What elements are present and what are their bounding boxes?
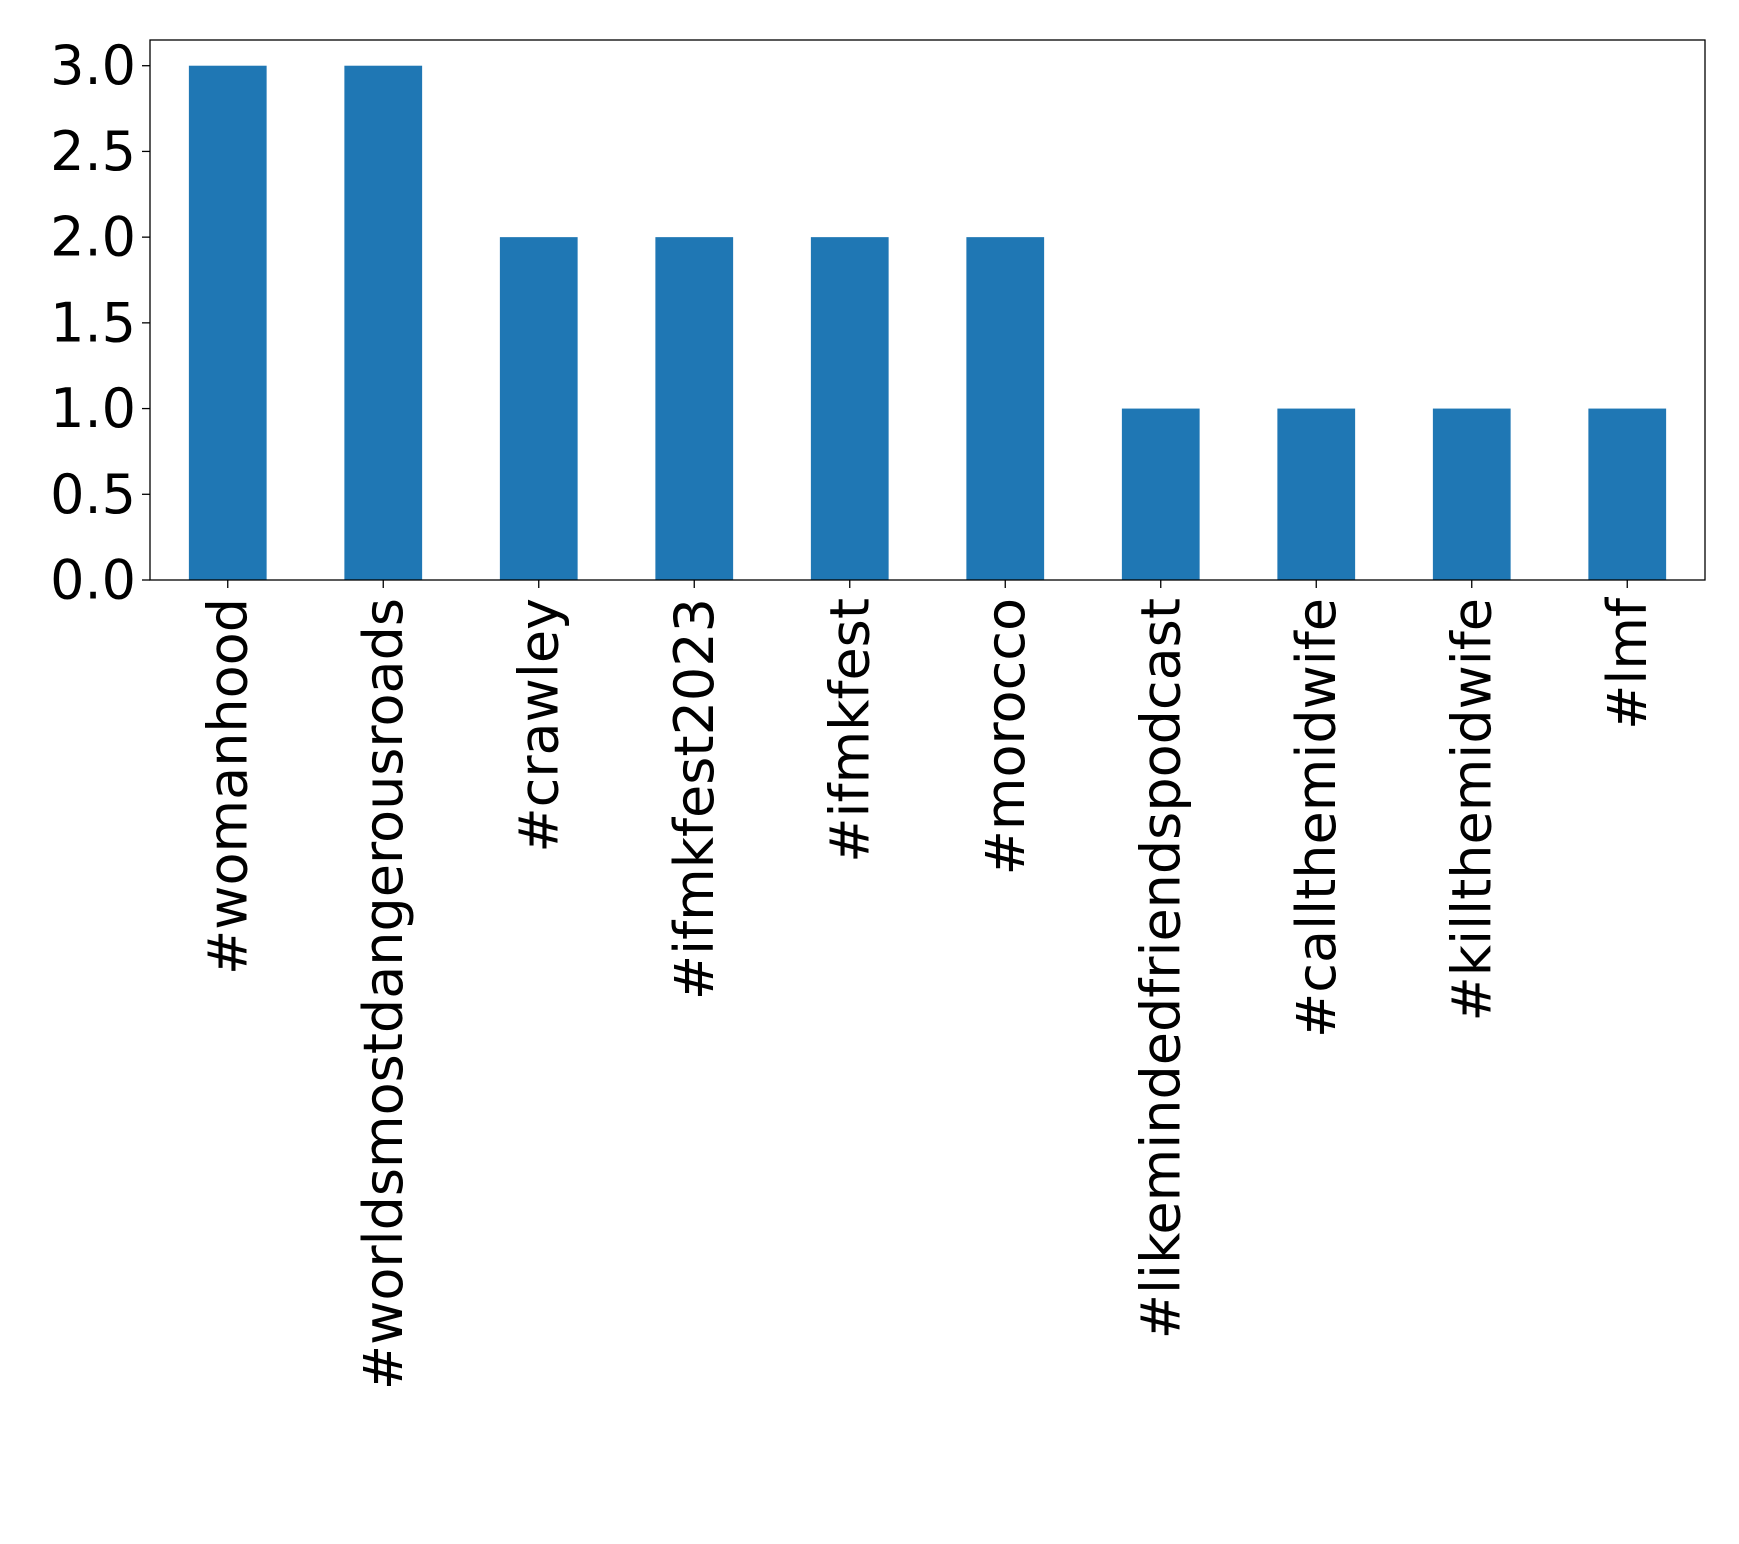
bar-7	[1277, 408, 1356, 580]
y-tick-label: 1.5	[50, 291, 136, 354]
y-tick-label: 2.5	[50, 120, 136, 183]
axes-layer	[149, 39, 1706, 581]
y-axis-ticks: 0.0 0.5 1.0 1.5 2.0 2.5 3.0	[50, 34, 150, 612]
bar-8	[1432, 408, 1511, 580]
x-tick-label: #worldsmostdangerousroads	[352, 598, 415, 1390]
bar-6	[1121, 408, 1200, 580]
bar-0	[188, 65, 267, 580]
x-tick-label: #likemindedfriendspodcast	[1129, 598, 1192, 1339]
x-tick-label: #womanhood	[196, 598, 259, 975]
bar-1	[344, 65, 423, 580]
x-tick-label: #killthemidwife	[1440, 598, 1503, 1021]
bar-2	[499, 237, 578, 580]
bar-3	[655, 237, 734, 580]
x-tick-label: #crawley	[507, 598, 570, 853]
bar-4	[810, 237, 889, 580]
y-tick-label: 0.5	[50, 463, 136, 526]
x-axis-ticks: #womanhood #worldsmostdangerousroads #craw…	[196, 580, 1659, 1390]
x-tick-label: #ifmkfest2023	[663, 598, 726, 1000]
y-tick-label: 2.0	[50, 206, 136, 269]
x-tick-label: #callthemidwife	[1285, 598, 1348, 1038]
plot-frame	[149, 39, 1706, 581]
y-tick-label: 0.0	[50, 549, 136, 612]
x-tick-label: #ifmkfest	[818, 598, 881, 863]
x-tick-label: #morocco	[974, 598, 1037, 875]
y-tick-label: 1.0	[50, 377, 136, 440]
bar-9	[1588, 408, 1667, 580]
bar-5	[966, 237, 1045, 580]
x-tick-label: #lmf	[1596, 596, 1659, 730]
y-tick-label: 3.0	[50, 34, 136, 97]
bars-layer	[188, 65, 1667, 580]
